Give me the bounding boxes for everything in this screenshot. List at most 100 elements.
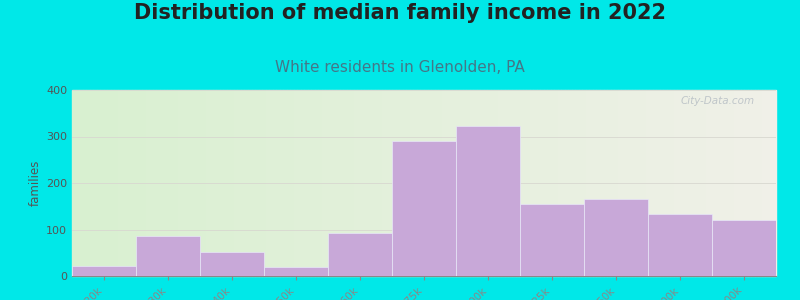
- Bar: [150, 90, 153, 276]
- Bar: [333, 90, 336, 276]
- Bar: [544, 90, 547, 276]
- Bar: [726, 90, 730, 276]
- Bar: [132, 90, 135, 276]
- Bar: [646, 90, 650, 276]
- Bar: [311, 90, 315, 276]
- Text: White residents in Glenolden, PA: White residents in Glenolden, PA: [275, 60, 525, 75]
- Bar: [170, 90, 174, 276]
- Bar: [741, 90, 744, 276]
- Bar: [584, 199, 648, 276]
- Bar: [442, 90, 445, 276]
- Bar: [294, 90, 298, 276]
- Bar: [273, 90, 276, 276]
- Bar: [86, 90, 90, 276]
- Bar: [364, 90, 368, 276]
- Bar: [389, 90, 392, 276]
- Bar: [685, 90, 688, 276]
- Bar: [163, 90, 167, 276]
- Bar: [283, 90, 286, 276]
- Bar: [720, 90, 723, 276]
- Bar: [336, 90, 339, 276]
- Bar: [502, 90, 505, 276]
- Bar: [625, 90, 628, 276]
- Bar: [505, 90, 509, 276]
- Bar: [603, 90, 607, 276]
- Bar: [667, 90, 670, 276]
- Bar: [526, 90, 530, 276]
- Bar: [474, 90, 477, 276]
- Bar: [128, 90, 132, 276]
- Bar: [276, 90, 280, 276]
- Bar: [329, 90, 333, 276]
- Bar: [234, 90, 238, 276]
- Bar: [466, 90, 470, 276]
- Bar: [562, 90, 565, 276]
- Bar: [122, 90, 125, 276]
- Bar: [635, 90, 638, 276]
- Bar: [449, 90, 452, 276]
- Bar: [678, 90, 681, 276]
- Bar: [716, 90, 720, 276]
- Bar: [136, 236, 200, 276]
- Bar: [695, 90, 698, 276]
- Bar: [515, 90, 519, 276]
- Bar: [621, 90, 625, 276]
- Bar: [192, 90, 195, 276]
- Bar: [610, 90, 614, 276]
- Bar: [456, 126, 520, 276]
- Bar: [663, 90, 667, 276]
- Bar: [431, 90, 434, 276]
- Bar: [357, 90, 361, 276]
- Bar: [712, 220, 776, 276]
- Bar: [533, 90, 537, 276]
- Bar: [547, 90, 550, 276]
- Bar: [688, 90, 691, 276]
- Bar: [691, 90, 695, 276]
- Bar: [346, 90, 350, 276]
- Bar: [308, 90, 311, 276]
- Bar: [72, 90, 75, 276]
- Bar: [519, 90, 522, 276]
- Bar: [597, 90, 600, 276]
- Bar: [264, 267, 328, 276]
- Bar: [146, 90, 150, 276]
- Bar: [424, 90, 427, 276]
- Bar: [107, 90, 110, 276]
- Bar: [100, 90, 104, 276]
- Bar: [653, 90, 656, 276]
- Bar: [769, 90, 773, 276]
- Bar: [582, 90, 586, 276]
- Bar: [354, 90, 357, 276]
- Bar: [79, 90, 82, 276]
- Bar: [382, 90, 386, 276]
- Bar: [642, 90, 646, 276]
- Bar: [258, 90, 262, 276]
- Bar: [575, 90, 579, 276]
- Bar: [142, 90, 146, 276]
- Bar: [188, 90, 192, 276]
- Bar: [681, 90, 685, 276]
- Bar: [266, 90, 269, 276]
- Bar: [709, 90, 713, 276]
- Bar: [438, 90, 442, 276]
- Bar: [586, 90, 590, 276]
- Bar: [607, 90, 610, 276]
- Bar: [198, 90, 202, 276]
- Bar: [290, 90, 294, 276]
- Bar: [72, 266, 136, 276]
- Bar: [223, 90, 227, 276]
- Bar: [392, 141, 456, 276]
- Bar: [200, 252, 264, 276]
- Bar: [93, 90, 97, 276]
- Bar: [632, 90, 635, 276]
- Bar: [167, 90, 170, 276]
- Bar: [251, 90, 255, 276]
- Bar: [174, 90, 178, 276]
- Y-axis label: families: families: [29, 160, 42, 206]
- Bar: [484, 90, 487, 276]
- Bar: [456, 90, 459, 276]
- Bar: [210, 90, 213, 276]
- Bar: [590, 90, 593, 276]
- Bar: [427, 90, 431, 276]
- Bar: [462, 90, 466, 276]
